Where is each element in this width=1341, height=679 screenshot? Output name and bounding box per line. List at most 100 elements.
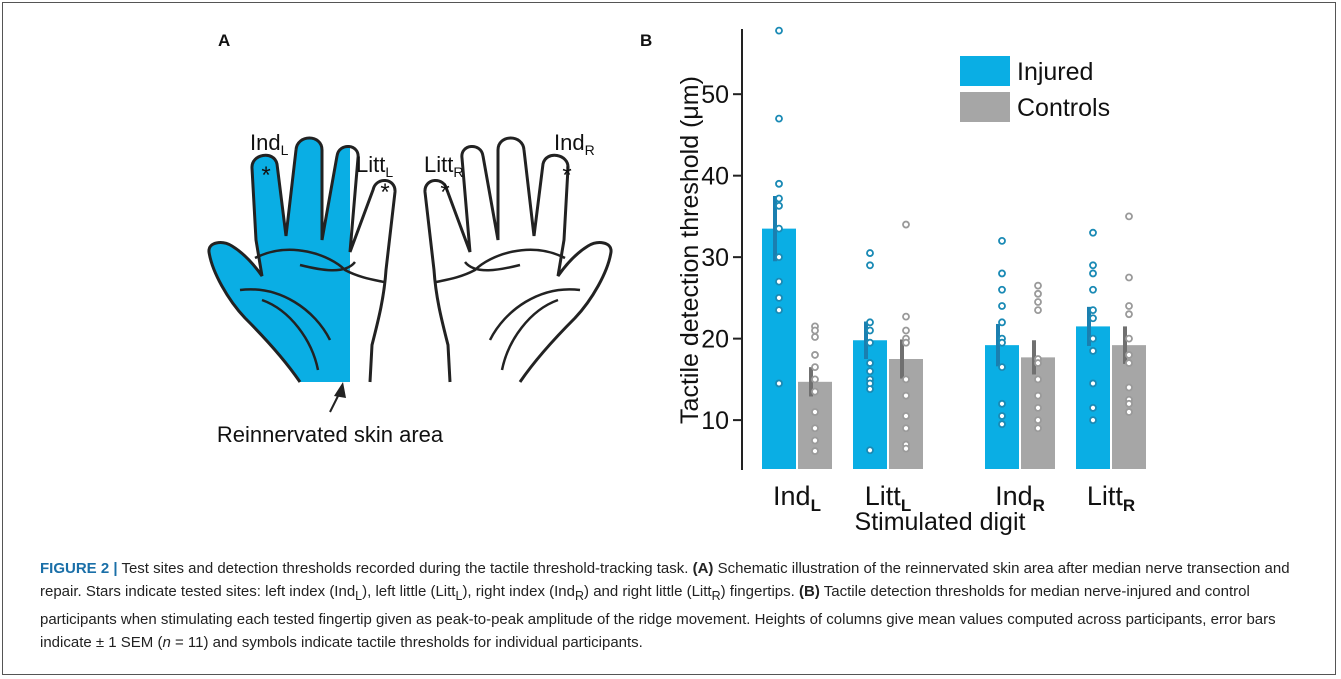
page: {"panel_a": {"label": "A", "hand_labels"… bbox=[0, 0, 1341, 679]
data-point bbox=[867, 360, 873, 366]
data-point bbox=[1035, 283, 1041, 289]
data-point bbox=[1126, 360, 1132, 366]
category-name: Litt bbox=[1087, 481, 1124, 511]
data-point bbox=[999, 303, 1005, 309]
site-marker: * bbox=[440, 179, 449, 206]
data-point bbox=[776, 279, 782, 285]
data-point bbox=[903, 340, 909, 346]
data-point bbox=[867, 319, 873, 325]
data-point bbox=[1090, 230, 1096, 236]
data-point bbox=[903, 222, 909, 228]
panel-label: A bbox=[218, 31, 230, 50]
figure: A IndL LittL LittR IndR * * * * Reinnerv… bbox=[0, 0, 1341, 550]
data-point bbox=[867, 386, 873, 392]
data-point bbox=[776, 226, 782, 232]
data-point bbox=[1126, 311, 1132, 317]
data-point bbox=[1090, 348, 1096, 354]
data-point bbox=[867, 368, 873, 374]
caption: FIGURE 2 | Test sites and detection thre… bbox=[40, 557, 1312, 654]
data-point bbox=[867, 327, 873, 333]
caption-text: ) and right little (Litt bbox=[584, 583, 712, 600]
category-name: Litt bbox=[865, 481, 902, 511]
y-tick-label: 20 bbox=[701, 326, 729, 354]
data-point bbox=[1090, 287, 1096, 293]
site-marker: * bbox=[261, 162, 270, 189]
x-tick-label: IndR bbox=[995, 481, 1045, 515]
data-point bbox=[999, 270, 1005, 276]
data-point bbox=[1090, 336, 1096, 342]
data-point bbox=[1090, 307, 1096, 313]
category-subscript: L bbox=[811, 496, 821, 515]
legend-label: Injured bbox=[1017, 58, 1093, 86]
data-point bbox=[999, 287, 1005, 293]
data-point bbox=[812, 376, 818, 382]
data-point bbox=[812, 409, 818, 415]
site-marker: * bbox=[562, 162, 571, 189]
data-point bbox=[903, 413, 909, 419]
data-point bbox=[1090, 270, 1096, 276]
data-point bbox=[1035, 405, 1041, 411]
x-tick-label: LittR bbox=[1087, 481, 1135, 515]
caption-text: n bbox=[162, 634, 170, 651]
data-point bbox=[999, 340, 1005, 346]
data-point bbox=[867, 447, 873, 453]
data-point bbox=[812, 448, 818, 454]
data-point bbox=[812, 327, 818, 333]
data-point bbox=[999, 421, 1005, 427]
caption-text: R bbox=[712, 589, 721, 603]
caption-text: ), left little (Litt bbox=[362, 583, 455, 600]
data-point bbox=[812, 425, 818, 431]
y-tick-label: 30 bbox=[701, 244, 729, 272]
data-point bbox=[1090, 380, 1096, 386]
y-axis-title: Tactile detection threshold (μm) bbox=[676, 76, 704, 424]
data-point bbox=[776, 203, 782, 209]
data-point bbox=[1090, 417, 1096, 423]
data-point bbox=[1126, 336, 1132, 342]
y-tick-label: 50 bbox=[701, 81, 729, 109]
annotation: Reinnervated skin area bbox=[217, 422, 444, 447]
data-point bbox=[1126, 275, 1132, 281]
hand-label: IndL bbox=[250, 130, 289, 158]
bar bbox=[762, 229, 796, 469]
x-tick-label: IndL bbox=[773, 481, 821, 515]
data-point bbox=[999, 401, 1005, 407]
data-point bbox=[867, 262, 873, 268]
bar bbox=[1021, 357, 1055, 469]
hand-label: IndR bbox=[554, 130, 595, 158]
data-point bbox=[776, 28, 782, 34]
y-tick-label: 40 bbox=[701, 163, 729, 191]
data-point bbox=[776, 195, 782, 201]
data-point bbox=[1035, 299, 1041, 305]
x-tick-label: LittL bbox=[865, 481, 911, 515]
data-point bbox=[903, 393, 909, 399]
data-point bbox=[867, 250, 873, 256]
data-point bbox=[999, 413, 1005, 419]
data-point bbox=[903, 376, 909, 382]
data-point bbox=[812, 334, 818, 340]
data-point bbox=[1126, 303, 1132, 309]
data-point bbox=[812, 437, 818, 443]
data-point bbox=[1035, 360, 1041, 366]
data-point bbox=[1035, 307, 1041, 313]
legend-swatch bbox=[960, 56, 1010, 86]
caption-text: (A) bbox=[693, 560, 714, 577]
data-point bbox=[812, 364, 818, 370]
caption-label: FIGURE 2 | bbox=[40, 560, 118, 577]
caption-text: ), right index (Ind bbox=[462, 583, 575, 600]
x-axis-title: Stimulated digit bbox=[855, 508, 1026, 536]
data-point bbox=[1126, 409, 1132, 415]
data-point bbox=[1035, 376, 1041, 382]
site-marker: * bbox=[380, 179, 389, 206]
y-tick-label: 10 bbox=[701, 407, 729, 435]
caption-text: ) fingertips. bbox=[721, 583, 799, 600]
data-point bbox=[776, 307, 782, 313]
caption-text: = 11) and symbols indicate tactile thres… bbox=[171, 634, 643, 651]
panel-label: B bbox=[640, 31, 652, 50]
data-point bbox=[1126, 352, 1132, 358]
data-point bbox=[776, 380, 782, 386]
data-point bbox=[776, 295, 782, 301]
arrow-head bbox=[334, 382, 346, 398]
legend-swatch bbox=[960, 92, 1010, 122]
data-point bbox=[1035, 417, 1041, 423]
data-point bbox=[867, 340, 873, 346]
